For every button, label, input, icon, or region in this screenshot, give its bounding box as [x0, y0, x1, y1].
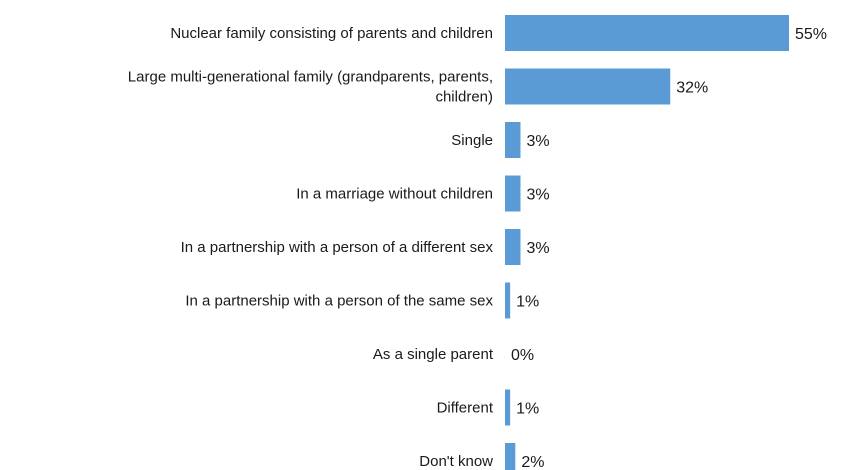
category-label-1: Large multi-generational family (grandpa…: [128, 69, 493, 106]
value-label-7: 1%: [516, 401, 539, 418]
bar-3: [505, 175, 521, 212]
category-label-4: In a partnership with a person of a diff…: [181, 239, 494, 256]
category-label-7: Different: [437, 400, 494, 417]
category-labels-layer: Nuclear family consisting of parents and…: [128, 25, 494, 470]
value-label-0: 55%: [795, 26, 827, 43]
value-labels-layer: 55% 32% 3% 3% 3% 1% 0% 1% 2%: [511, 26, 827, 470]
bar-7: [505, 389, 511, 426]
value-label-5: 1%: [516, 294, 539, 311]
category-label-5: In a partnership with a person of the sa…: [185, 293, 493, 310]
bar-8: [505, 443, 516, 470]
bar-2: [505, 122, 521, 158]
value-label-2: 3%: [526, 133, 549, 150]
value-label-8: 2%: [521, 454, 544, 470]
value-label-6: 0%: [511, 347, 534, 364]
category-label-2: Single: [451, 132, 493, 149]
category-label-8: Don't know: [419, 453, 493, 470]
bars-layer: [505, 15, 789, 470]
bar-0: [505, 15, 789, 51]
category-label-0: Nuclear family consisting of parents and…: [170, 25, 493, 42]
value-label-4: 3%: [526, 240, 549, 257]
bar-4: [505, 229, 521, 265]
category-label-3: In a marriage without children: [296, 186, 493, 203]
value-label-1: 32%: [676, 80, 708, 97]
value-label-3: 3%: [526, 187, 549, 204]
bar-5: [505, 282, 511, 319]
bar-1: [505, 68, 671, 105]
category-label-6: As a single parent: [373, 346, 494, 363]
